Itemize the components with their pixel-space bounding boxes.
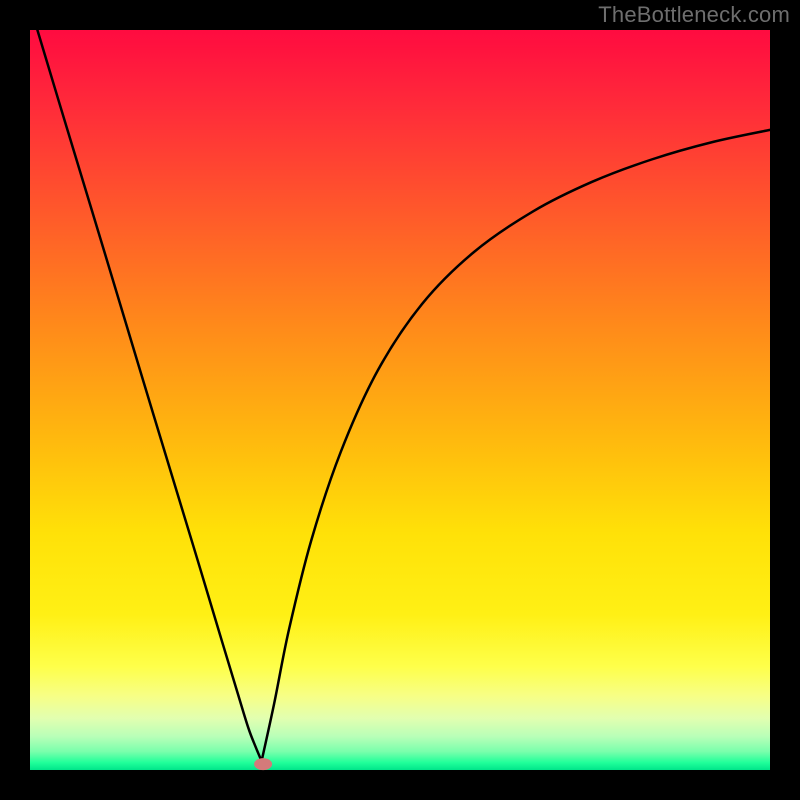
bottleneck-chart: [0, 0, 800, 800]
plot-area-background: [30, 30, 770, 770]
minimum-marker: [254, 758, 272, 770]
chart-container: TheBottleneck.com: [0, 0, 800, 800]
watermark-label: TheBottleneck.com: [598, 2, 790, 28]
